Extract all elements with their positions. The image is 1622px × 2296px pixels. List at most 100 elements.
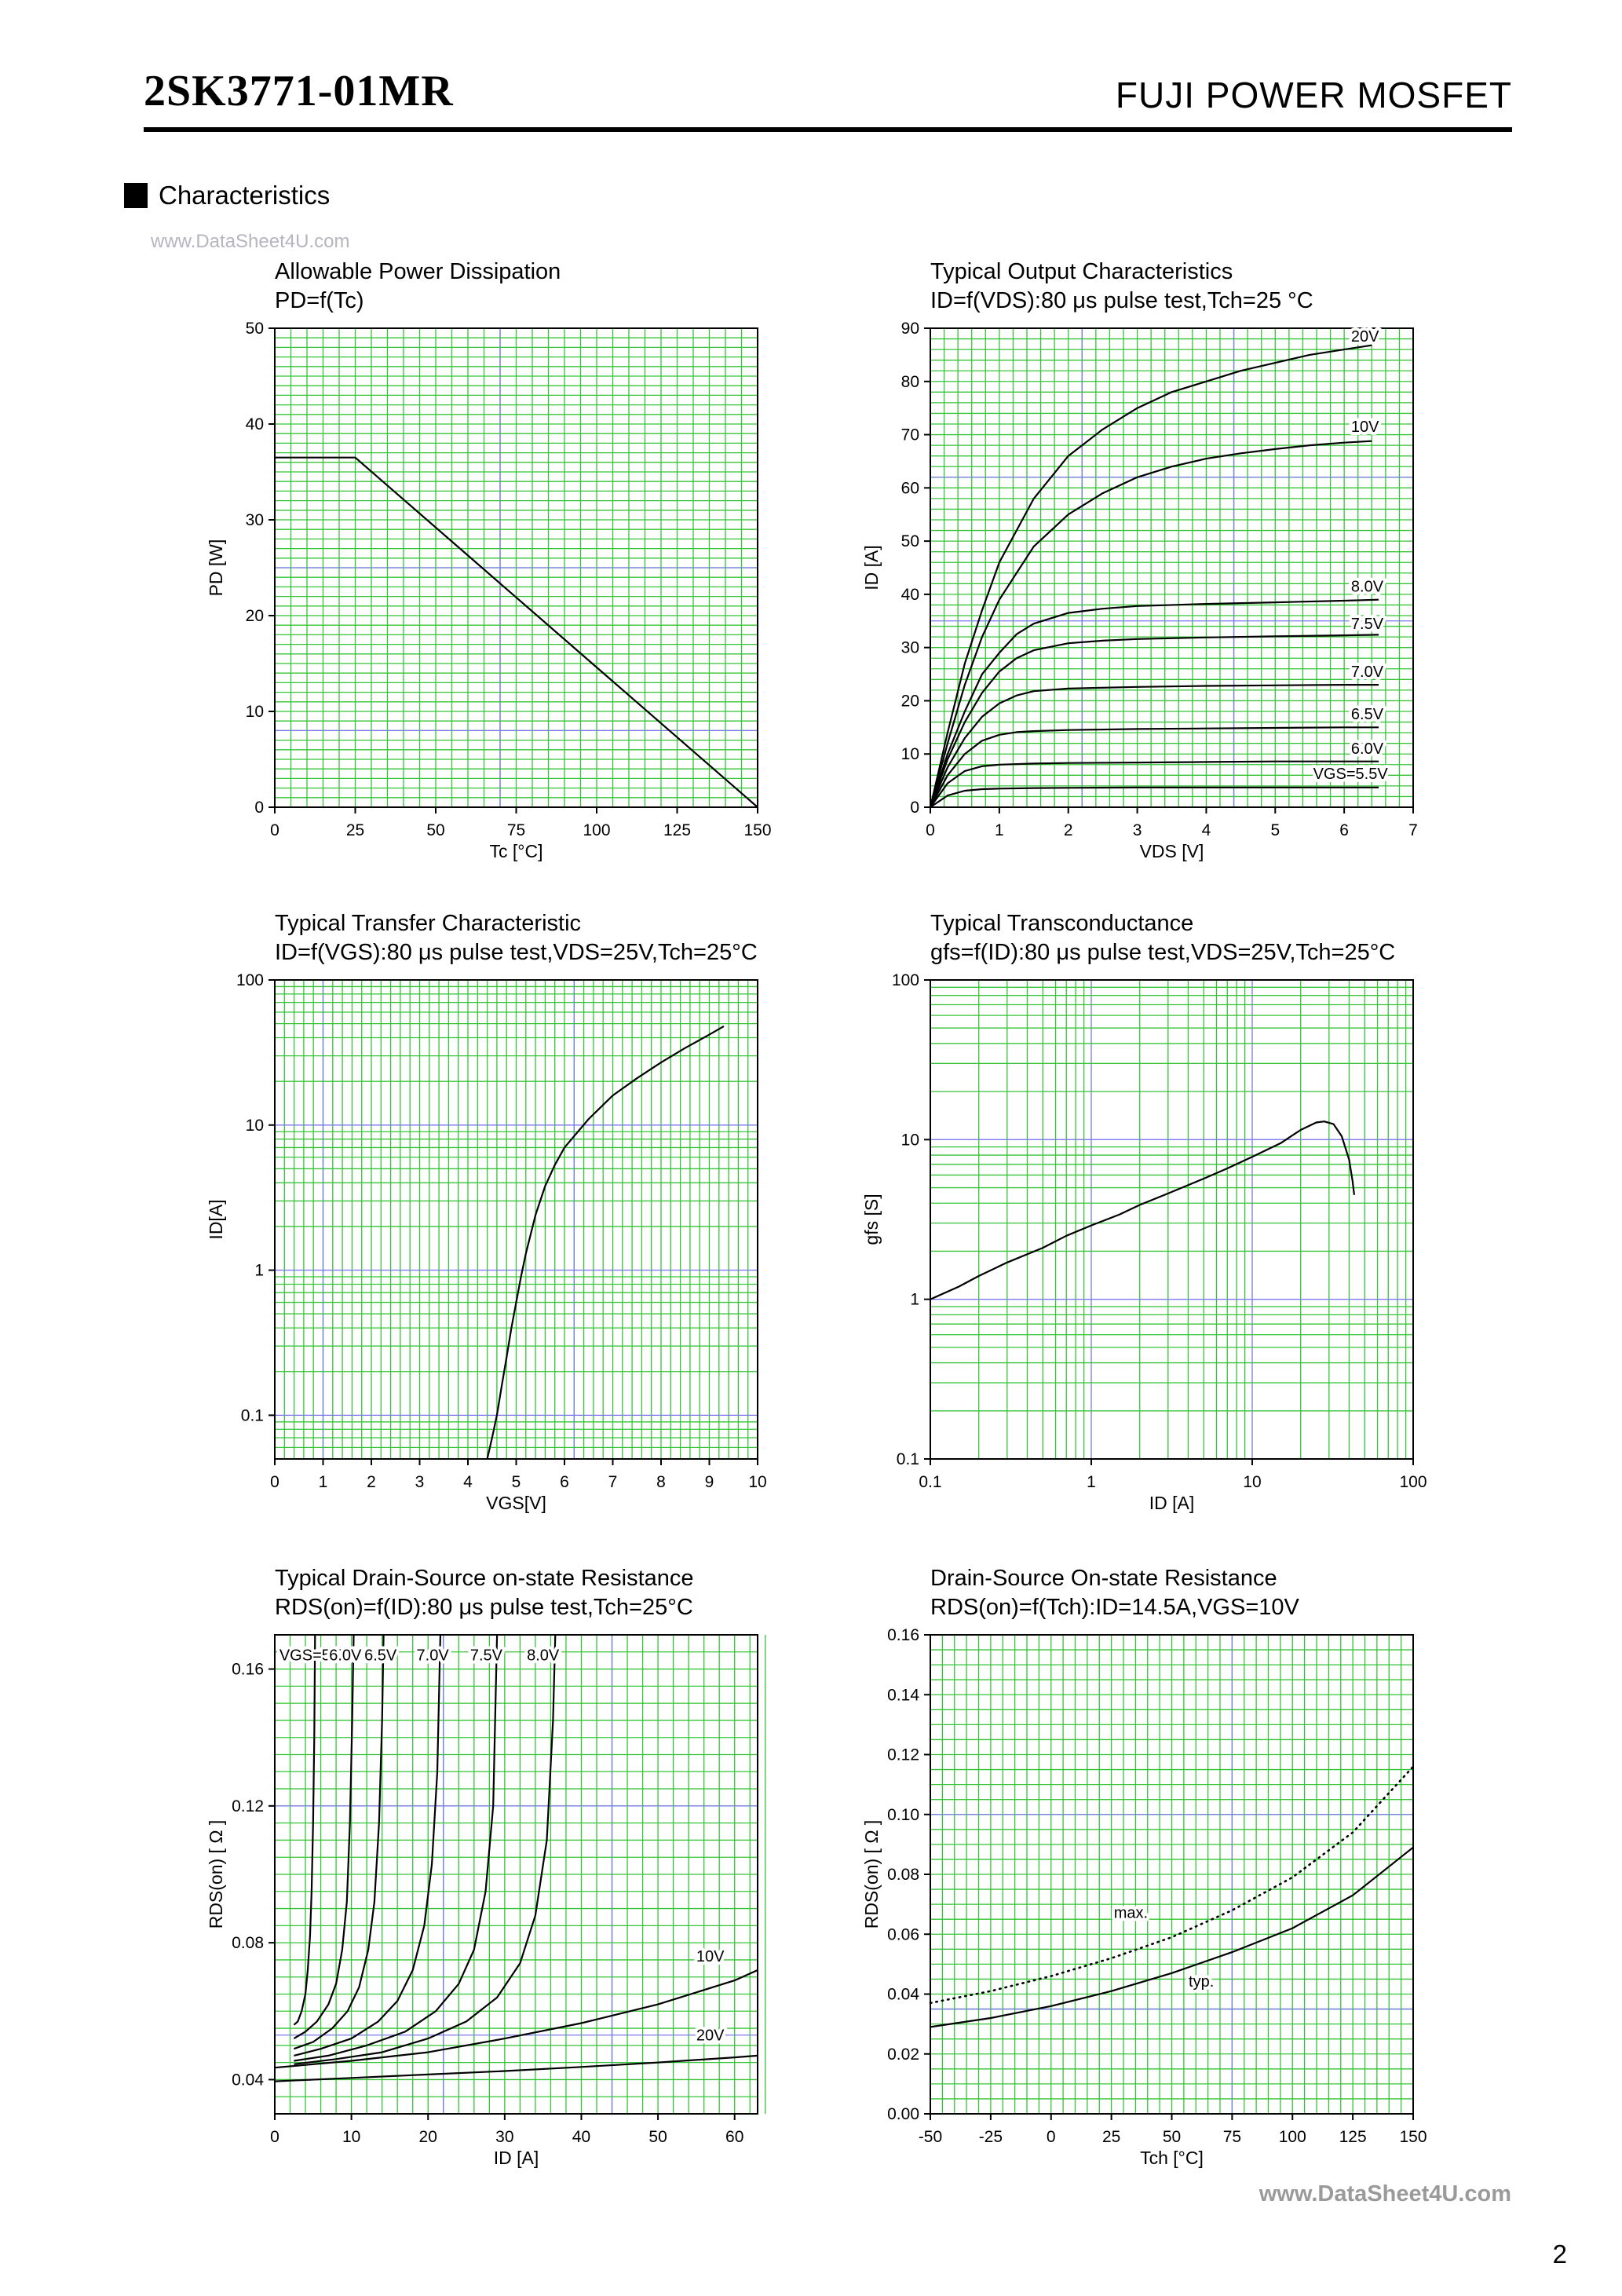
svg-text:0.08: 0.08 <box>232 1934 264 1952</box>
svg-text:0.06: 0.06 <box>887 1925 919 1943</box>
svg-text:0.02: 0.02 <box>887 2046 919 2064</box>
svg-text:50: 50 <box>1163 2128 1181 2146</box>
svg-text:150: 150 <box>1399 2128 1427 2146</box>
svg-text:25: 25 <box>346 821 364 839</box>
chart-subtitle: gfs=f(ID):80 μs pulse test,VDS=25V,Tch=2… <box>930 940 1396 965</box>
svg-text:1: 1 <box>1087 1473 1096 1491</box>
svg-text:0.1: 0.1 <box>919 1473 941 1491</box>
svg-text:6.5V: 6.5V <box>364 1647 397 1665</box>
svg-text:25: 25 <box>1102 2128 1120 2146</box>
svg-text:0.16: 0.16 <box>887 1626 919 1644</box>
svg-text:9: 9 <box>705 1473 714 1491</box>
svg-text:0: 0 <box>254 799 264 817</box>
svg-text:50: 50 <box>901 532 919 550</box>
chart-subtitle: RDS(on)=f(Tch):ID=14.5A,VGS=10V <box>930 1595 1299 1620</box>
svg-text:ID [A]: ID [A] <box>861 545 882 590</box>
chart-canvas-rdson-vs-tch: -50 -25 0 25 50 75 100 125 150 0.00 0.02 0.04 0.06 0.… <box>856 1624 1476 2177</box>
svg-text:ID [A]: ID [A] <box>494 2148 539 2168</box>
chart-title: Typical Output Characteristics <box>930 259 1233 284</box>
svg-text:10V: 10V <box>696 1948 725 1965</box>
chart-subtitle: ID=f(VGS):80 μs pulse test,VDS=25V,Tch=2… <box>275 940 758 965</box>
chart-subtitle: ID=f(VDS):80 μs pulse test,Tch=25 °C <box>930 288 1313 313</box>
svg-text:1: 1 <box>910 1291 919 1309</box>
svg-text:gfs [S]: gfs [S] <box>861 1194 882 1245</box>
chart-title: Typical Transconductance <box>930 911 1194 936</box>
svg-text:2: 2 <box>367 1473 376 1491</box>
svg-text:VDS [V]: VDS [V] <box>1140 841 1204 861</box>
chart-title: Typical Transfer Characteristic <box>275 911 582 936</box>
svg-text:1: 1 <box>254 1262 264 1280</box>
svg-text:10: 10 <box>246 703 264 721</box>
svg-text:40: 40 <box>901 586 919 604</box>
page-number: 2 <box>1552 2239 1567 2269</box>
chart-title: Allowable Power Dissipation <box>275 259 561 284</box>
svg-text:80: 80 <box>901 373 919 391</box>
svg-text:70: 70 <box>901 426 919 444</box>
svg-text:Tch [°C]: Tch [°C] <box>1140 2148 1204 2168</box>
svg-text:60: 60 <box>725 2128 743 2146</box>
section-heading: Characteristics <box>124 181 330 210</box>
svg-text:10: 10 <box>901 745 919 763</box>
svg-text:0: 0 <box>270 2128 279 2146</box>
svg-text:ID[A]: ID[A] <box>206 1199 226 1239</box>
svg-text:8.0V: 8.0V <box>527 1647 560 1665</box>
svg-text:50: 50 <box>426 821 444 839</box>
svg-text:0.04: 0.04 <box>887 1986 919 2004</box>
svg-text:typ.: typ. <box>1189 1973 1214 1991</box>
svg-text:Tc [°C]: Tc [°C] <box>490 841 543 861</box>
chart-allowable-power-dissipation: Allowable Power Dissipation PD=f(Tc) 0 25… <box>200 258 820 871</box>
svg-text:0: 0 <box>270 1473 279 1491</box>
svg-text:60: 60 <box>901 479 919 497</box>
part-number: 2SK3771-01MR <box>144 67 454 115</box>
chart-transfer-characteristic: Typical Transfer Characteristic ID=f(VGS… <box>200 909 820 1523</box>
svg-text:3: 3 <box>1133 821 1142 839</box>
svg-text:20V: 20V <box>696 2027 725 2044</box>
svg-text:8: 8 <box>656 1473 666 1491</box>
svg-text:10: 10 <box>1243 1473 1261 1491</box>
svg-text:0.1: 0.1 <box>897 1450 919 1468</box>
header: 2SK3771-01MR FUJI POWER MOSFET <box>144 66 1512 132</box>
svg-text:125: 125 <box>1339 2128 1367 2146</box>
svg-text:1: 1 <box>319 1473 328 1491</box>
chart-canvas-power-dissipation: 0 25 50 75 100 125 150 0 10 20 30 40 50 Tc [°C] PD [W] <box>200 317 820 871</box>
chart-canvas-transfer-characteristic: 0 1 2 3 4 5 6 7 8 9 10 0.1 1 10 100 VGS[V] ID[A] <box>200 969 820 1523</box>
svg-text:30: 30 <box>246 511 264 529</box>
svg-text:0: 0 <box>1047 2128 1056 2146</box>
svg-text:100: 100 <box>1399 1473 1427 1491</box>
watermark-bottom: www.DataSheet4U.com <box>1259 2181 1511 2206</box>
svg-text:-25: -25 <box>979 2128 1003 2146</box>
svg-text:1: 1 <box>995 821 1004 839</box>
svg-text:6: 6 <box>560 1473 569 1491</box>
watermark-top: www.DataSheet4U.com <box>151 231 350 252</box>
svg-text:75: 75 <box>507 821 525 839</box>
svg-text:RDS(on) [ Ω ]: RDS(on) [ Ω ] <box>206 1820 226 1929</box>
section-bullet-icon <box>124 183 148 208</box>
svg-text:20: 20 <box>246 607 264 625</box>
svg-text:0.1: 0.1 <box>241 1406 264 1424</box>
svg-text:0: 0 <box>910 799 919 817</box>
chart-output-characteristics: Typical Output Characteristics ID=f(VDS)… <box>856 258 1476 871</box>
svg-text:50: 50 <box>648 2128 667 2146</box>
svg-text:6.5V: 6.5V <box>1351 706 1384 723</box>
svg-text:VGS[V]: VGS[V] <box>486 1493 546 1513</box>
svg-text:10: 10 <box>748 1473 766 1491</box>
svg-text:0.14: 0.14 <box>887 1686 919 1704</box>
section-title: Characteristics <box>159 181 331 210</box>
svg-text:0.00: 0.00 <box>887 2105 919 2123</box>
svg-text:0.04: 0.04 <box>232 2071 264 2089</box>
svg-text:75: 75 <box>1223 2128 1241 2146</box>
svg-text:4: 4 <box>463 1473 473 1491</box>
svg-text:7.0V: 7.0V <box>1351 664 1384 681</box>
svg-text:0.10: 0.10 <box>887 1806 919 1824</box>
svg-text:10V: 10V <box>1351 419 1379 436</box>
svg-text:20V: 20V <box>1351 328 1379 345</box>
svg-text:max.: max. <box>1114 1904 1148 1921</box>
svg-text:10: 10 <box>901 1131 919 1149</box>
chart-title: Typical Drain-Source on-state Resistance <box>275 1566 694 1591</box>
svg-text:30: 30 <box>901 639 919 657</box>
chart-canvas-transconductance: 0.1 1 10 100 0.1 1 10 100 ID [A] gfs [S] <box>856 969 1476 1523</box>
chart-subtitle: PD=f(Tc) <box>275 288 364 313</box>
svg-text:7.5V: 7.5V <box>1351 616 1384 633</box>
svg-text:100: 100 <box>1279 2128 1306 2146</box>
